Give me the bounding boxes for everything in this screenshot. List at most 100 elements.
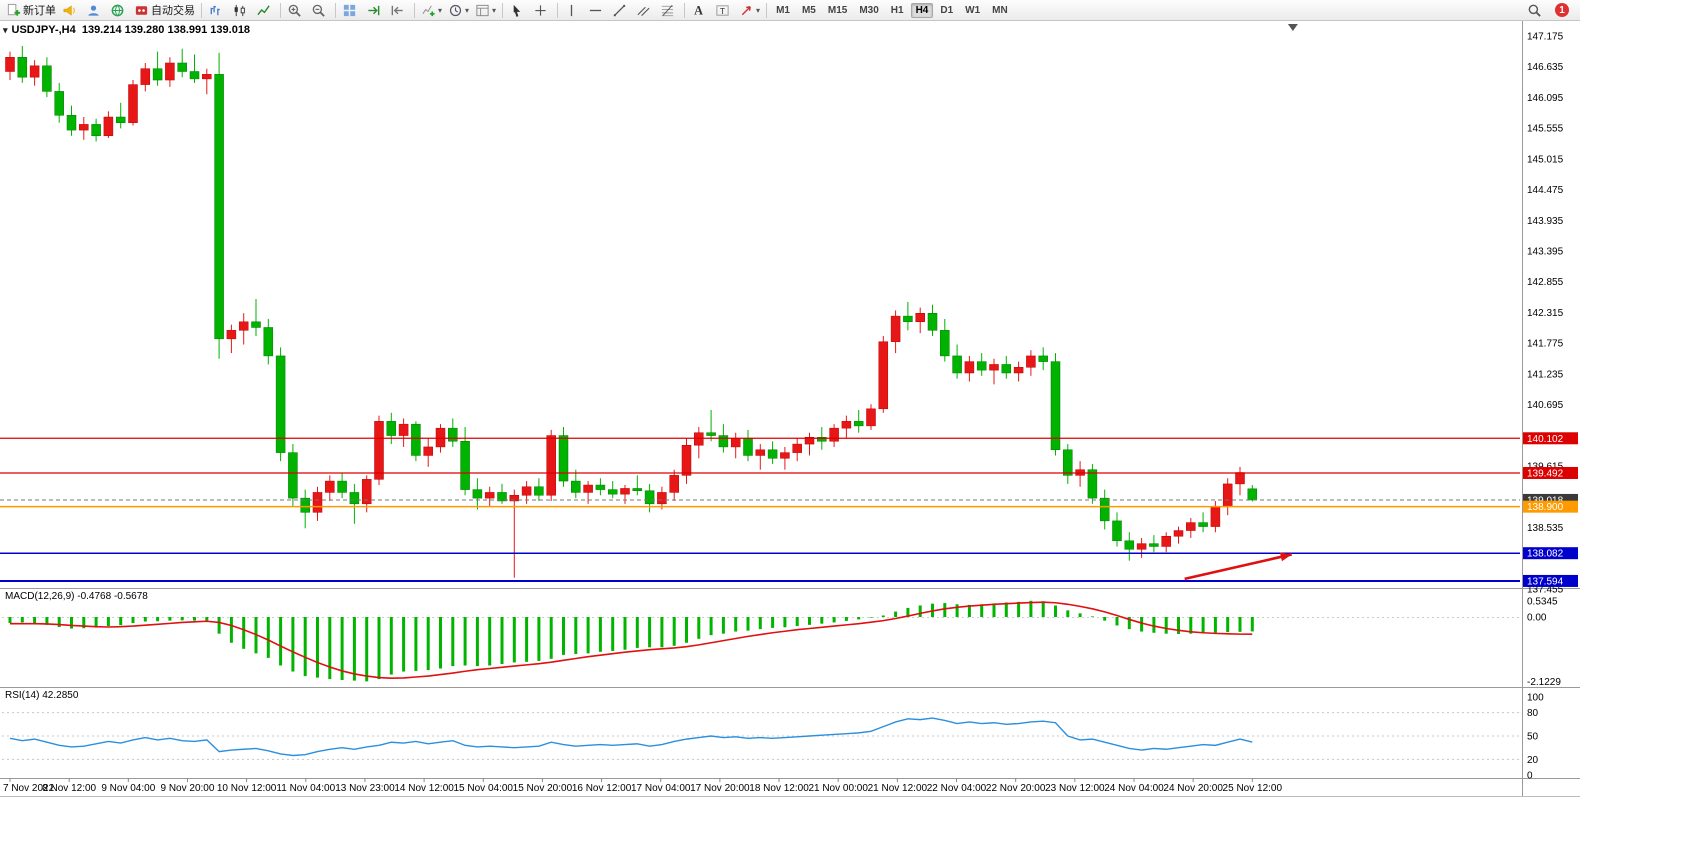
timeframe-mn-button[interactable]: MN (992, 4, 1008, 16)
bull-candle[interactable] (238, 321, 249, 331)
tile-windows-button[interactable] (339, 0, 363, 20)
arrows-button[interactable]: ▾ (736, 0, 763, 20)
bear-candle[interactable] (940, 330, 950, 357)
bear-candle[interactable] (54, 91, 64, 116)
horizontal-line-button[interactable] (585, 0, 609, 20)
bear-candle[interactable] (571, 480, 581, 493)
periods-button[interactable]: ▾ (445, 0, 472, 20)
bull-candle[interactable] (681, 444, 692, 476)
community-button[interactable] (107, 0, 131, 20)
time-axis-label[interactable]: 17 Nov 04:00 (631, 783, 691, 794)
bull-candle[interactable] (792, 443, 802, 453)
bull-candle[interactable] (1222, 483, 1233, 507)
bear-candle[interactable] (1149, 543, 1159, 547)
time-axis-label[interactable]: 25 Nov 12:00 (1223, 783, 1283, 794)
bear-candle[interactable] (558, 435, 569, 482)
bear-candle[interactable] (349, 492, 360, 505)
bear-candle[interactable] (1087, 469, 1098, 499)
bull-candle[interactable] (730, 438, 741, 448)
time-axis-label[interactable]: 9 Nov 20:00 (161, 783, 215, 794)
bull-candle[interactable] (165, 62, 175, 81)
bear-candle[interactable] (706, 432, 716, 436)
search-button[interactable] (1524, 0, 1548, 20)
bear-candle[interactable] (607, 489, 618, 495)
bear-candle[interactable] (460, 440, 470, 490)
new-order-button[interactable]: 新订单 (3, 0, 59, 20)
candlestick-chart-button[interactable] (229, 0, 253, 20)
time-axis-label[interactable]: 24 Nov 04:00 (1104, 783, 1164, 794)
bull-candle[interactable] (1210, 506, 1221, 527)
bull-candle[interactable] (374, 421, 384, 480)
bear-candle[interactable] (337, 480, 347, 493)
bull-candle[interactable] (890, 315, 901, 342)
one-click-trading-icon[interactable]: ▾ (3, 25, 8, 35)
announcement-button[interactable] (59, 0, 83, 20)
time-axis-label[interactable]: 9 Nov 04:00 (101, 783, 155, 794)
bear-candle[interactable] (17, 57, 28, 78)
bear-candle[interactable] (952, 355, 962, 374)
time-axis-label[interactable]: 14 Nov 12:00 (394, 783, 454, 794)
bull-candle[interactable] (841, 421, 852, 429)
bear-candle[interactable] (275, 355, 286, 453)
bear-candle[interactable] (251, 321, 261, 328)
chart-shift-marker[interactable] (1287, 24, 1298, 31)
bear-candle[interactable] (534, 486, 544, 496)
chart-area[interactable]: 147.175 146.635 146.095 145.555 145.015 144.4… (0, 21, 1689, 859)
timeframe-d1-button[interactable]: D1 (940, 4, 954, 16)
bear-candle[interactable] (448, 427, 458, 442)
bull-candle[interactable] (989, 364, 999, 371)
bull-candle[interactable] (484, 492, 495, 499)
bull-candle[interactable] (620, 488, 630, 495)
bull-candle[interactable] (29, 65, 40, 78)
bull-candle[interactable] (1173, 530, 1184, 537)
bear-candle[interactable] (743, 438, 753, 456)
time-axis-label[interactable]: 13 Nov 23:00 (335, 783, 395, 794)
time-axis-label[interactable]: 11 Nov 04:00 (276, 783, 335, 794)
timeframe-m5-button[interactable]: M5 (801, 4, 816, 16)
bear-candle[interactable] (976, 361, 987, 371)
bear-candle[interactable] (263, 327, 274, 357)
auto-scroll-button[interactable] (363, 0, 387, 20)
bull-candle[interactable] (128, 84, 138, 123)
bull-candle[interactable] (103, 116, 114, 137)
templates-button[interactable]: ▾ (472, 0, 499, 20)
bear-candle[interactable] (927, 313, 938, 331)
time-axis-label[interactable]: 18 Nov 12:00 (749, 783, 809, 794)
vertical-line-button[interactable] (561, 0, 585, 20)
bull-candle[interactable] (1013, 367, 1024, 374)
indicators-button[interactable]: ▾ (418, 0, 445, 20)
bear-candle[interactable] (288, 452, 298, 499)
bull-candle[interactable] (964, 361, 975, 374)
bear-candle[interactable] (903, 315, 913, 323)
timeframe-h4-button[interactable]: H4 (910, 2, 934, 18)
bear-candle[interactable] (1038, 355, 1048, 362)
time-axis-label[interactable]: 22 Nov 04:00 (927, 783, 987, 794)
bull-candle[interactable] (79, 124, 89, 131)
bull-candle[interactable] (325, 480, 335, 493)
arrow-annotation[interactable] (1184, 553, 1292, 581)
time-axis-label[interactable]: 17 Nov 20:00 (690, 783, 750, 794)
bear-candle[interactable] (1112, 520, 1122, 542)
bull-candle[interactable] (546, 435, 556, 496)
bear-candle[interactable] (1050, 361, 1061, 451)
time-axis-label[interactable]: 23 Nov 12:00 (1045, 783, 1105, 794)
bear-candle[interactable] (767, 449, 778, 459)
bull-candle[interactable] (755, 449, 766, 456)
zoom-out-button[interactable] (308, 0, 332, 20)
bull-candle[interactable] (509, 495, 520, 502)
time-axis-label[interactable]: 10 Nov 12:00 (217, 783, 277, 794)
bull-candle[interactable] (5, 57, 15, 72)
bear-candle[interactable] (853, 421, 864, 427)
bull-candle[interactable] (1235, 472, 1245, 485)
bear-candle[interactable] (42, 65, 52, 92)
bull-candle[interactable] (657, 492, 667, 505)
timeframe-m30-button[interactable]: M30 (859, 4, 879, 16)
zoom-in-button[interactable] (284, 0, 308, 20)
bull-candle[interactable] (1161, 535, 1171, 547)
bull-candle[interactable] (398, 423, 409, 436)
bull-candle[interactable] (226, 330, 237, 340)
bear-candle[interactable] (1099, 497, 1110, 522)
time-axis-label[interactable]: 15 Nov 20:00 (513, 783, 573, 794)
bull-candle[interactable] (1026, 355, 1036, 368)
bull-candle[interactable] (361, 479, 372, 505)
